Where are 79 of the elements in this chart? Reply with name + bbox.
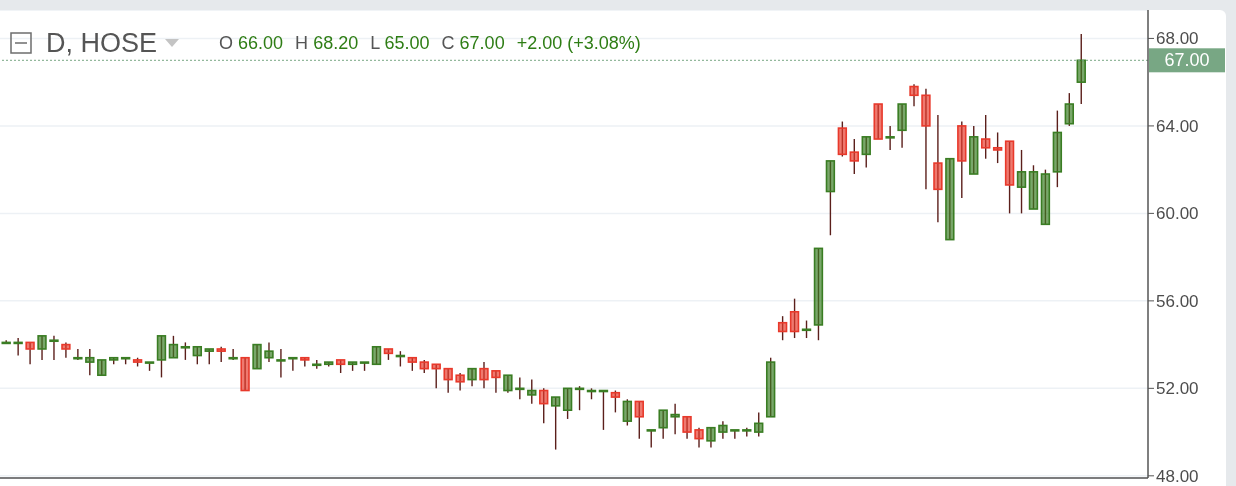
annotation: H 68.20 <box>295 33 359 53</box>
candlestick <box>777 315 788 341</box>
candlestick <box>431 363 441 390</box>
y-tick-label: 60.00 <box>1156 204 1199 224</box>
candlestick <box>1052 109 1063 188</box>
candlestick <box>25 341 35 365</box>
candlestick <box>168 335 179 359</box>
candlestick <box>730 429 740 440</box>
candlestick <box>539 387 549 425</box>
candlestick <box>789 297 800 339</box>
candlestick <box>515 376 525 400</box>
candlestick <box>264 341 274 363</box>
candlestick <box>837 120 848 158</box>
candlestick <box>909 83 919 107</box>
candlestick <box>455 372 465 392</box>
candlestick <box>252 343 262 370</box>
candlestick <box>479 361 489 390</box>
candlestick <box>706 426 716 449</box>
y-tick-label: 52.00 <box>1156 379 1199 399</box>
candlestick <box>1040 168 1051 226</box>
y-tick-label: 56.00 <box>1156 291 1199 311</box>
candlestick <box>933 114 943 223</box>
candlestick <box>562 387 573 420</box>
candlestick <box>37 335 47 361</box>
candlestick <box>1076 33 1086 105</box>
candlestick <box>921 88 931 191</box>
candlestick <box>945 157 955 241</box>
annotation: O 66.00 <box>219 33 284 53</box>
candlestick <box>1004 140 1015 215</box>
candlestick <box>754 411 764 438</box>
candlestick <box>61 341 71 359</box>
candlestick <box>765 357 776 418</box>
candlestick <box>240 356 250 392</box>
candlestick <box>682 415 692 440</box>
candlestick <box>503 374 513 394</box>
candlestick <box>228 348 238 361</box>
candlestick <box>467 367 477 387</box>
candlestick <box>885 125 895 151</box>
candlestick <box>873 103 883 140</box>
candlestick <box>897 103 907 149</box>
candlestick <box>491 370 501 394</box>
candlestick <box>610 389 621 414</box>
candlestick <box>276 348 286 379</box>
candlestick <box>980 114 991 160</box>
ref-line-label: 67.00 <box>1164 50 1210 71</box>
candlestick <box>527 378 537 405</box>
candlestick <box>694 427 704 449</box>
candlestick <box>658 409 668 440</box>
candlestick <box>1064 92 1074 127</box>
y-tick-label: 48.00 <box>1156 466 1199 486</box>
annotation: L 65.00 <box>370 33 430 53</box>
candlestick <box>634 400 644 440</box>
annotation: C 67.00 <box>441 33 505 53</box>
annotation: +2.00 (+3.08%) <box>516 32 641 55</box>
candlestick <box>969 125 979 175</box>
candlestick <box>73 348 83 361</box>
candlestick <box>1 339 11 345</box>
candlestick <box>670 402 680 435</box>
candlestick <box>849 138 859 175</box>
candlestick <box>300 356 310 368</box>
y-tick-label: 68.00 <box>1156 29 1199 49</box>
candlestick <box>813 247 824 341</box>
candlestick <box>288 356 298 372</box>
candlestick <box>13 337 23 357</box>
candlestick <box>825 160 836 236</box>
candlestick <box>1016 149 1027 215</box>
candlestick <box>443 367 453 394</box>
candlestick <box>861 136 871 169</box>
candlestick <box>957 120 967 199</box>
candlestick <box>622 398 633 427</box>
candlestick <box>85 348 95 376</box>
candlestick <box>156 335 167 379</box>
candlestick <box>1028 164 1039 210</box>
candlestick <box>992 131 1003 164</box>
candlestick <box>49 335 59 361</box>
candlestick <box>718 420 728 440</box>
y-tick-label: 64.00 <box>1156 116 1199 136</box>
text: D, HOSE <box>46 28 158 58</box>
candlestick <box>550 396 561 451</box>
